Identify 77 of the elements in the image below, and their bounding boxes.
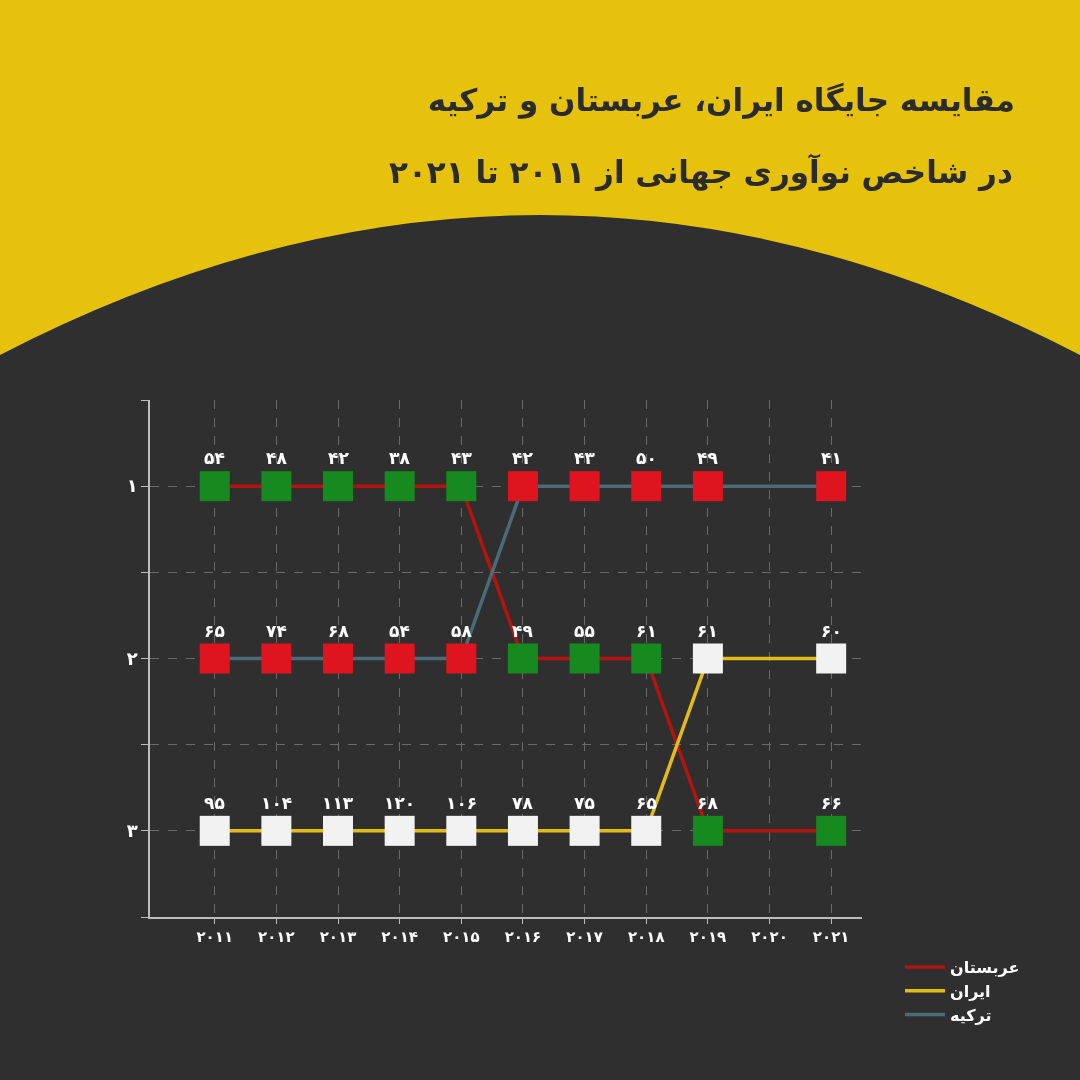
annotation: ۹۵ <box>204 793 225 813</box>
point <box>199 471 230 502</box>
point <box>631 471 662 502</box>
x-tick-label: ۲۰۲۰ <box>751 927 788 946</box>
point <box>446 643 477 674</box>
point <box>631 643 662 674</box>
annotation: ۶۶ <box>821 793 842 813</box>
annotation: ۵۰ <box>636 448 657 468</box>
point <box>261 643 292 674</box>
point <box>199 643 230 674</box>
point <box>569 471 600 502</box>
x-tick-label: ۲۰۱۱ <box>196 927 234 946</box>
x-tick-label: ۲۰۱۹ <box>689 927 727 946</box>
annotation: ۱۱۳ <box>322 793 354 813</box>
point <box>692 815 723 846</box>
annotation: ۶۱ <box>697 621 718 641</box>
point <box>323 471 354 502</box>
annotation: ۶۸ <box>328 621 350 641</box>
x-tick-label: ۲۰۱۸ <box>627 927 665 946</box>
annotation: ۶۰ <box>821 621 842 641</box>
point <box>384 471 415 502</box>
x-tick-label: ۲۰۱۷ <box>566 927 603 946</box>
point <box>261 815 292 846</box>
x-tick-label: ۲۰۱۳ <box>319 927 357 946</box>
point <box>816 643 847 674</box>
annotation: ۶۸ <box>697 793 719 813</box>
x-tick-label: ۲۰۱۲ <box>258 927 295 946</box>
point <box>692 643 723 674</box>
annotation: ۴۱ <box>821 448 842 468</box>
legend-label: ترکیه <box>950 1005 992 1025</box>
point <box>446 471 477 502</box>
point <box>261 471 292 502</box>
point <box>816 471 847 502</box>
point <box>384 815 415 846</box>
annotation: ۵۴ <box>389 621 410 641</box>
annotation: ۱۲۰ <box>384 793 416 813</box>
point <box>631 815 662 846</box>
x-tick-label: ۲۰۲۱ <box>812 927 850 946</box>
annotation: ۳۸ <box>389 448 411 468</box>
annotation: ۵۸ <box>451 621 473 641</box>
point <box>569 643 600 674</box>
point <box>692 471 723 502</box>
point <box>323 643 354 674</box>
annotation: ۴۳ <box>574 448 596 468</box>
annotation: ۴۳ <box>451 448 473 468</box>
point <box>569 815 600 846</box>
point <box>816 815 847 846</box>
annotation: ۱۰۴ <box>261 793 293 813</box>
y-tick-label: ۳ <box>126 820 138 842</box>
annotation: ۷۸ <box>512 793 534 813</box>
legend-label: عربستان <box>950 958 1020 978</box>
point <box>199 815 230 846</box>
annotation: ۴۲ <box>512 448 534 468</box>
annotation: ۶۱ <box>636 621 657 641</box>
annotation: ۴۸ <box>266 448 288 468</box>
annotation: ۵۴ <box>204 448 225 468</box>
point <box>507 643 538 674</box>
y-tick-label: ۲ <box>126 647 138 669</box>
point <box>446 815 477 846</box>
x-tick-label: ۲۰۱۵ <box>443 927 480 946</box>
chart-subtitle: در شاخص نوآوری جهانی از ۲۰۱۱ تا ۲۰۲۱ <box>389 153 1013 191</box>
point <box>507 471 538 502</box>
chart-title: مقایسه جایگاه ایران، عربستان و ترکیه <box>427 81 1015 119</box>
y-tick-label: ۱ <box>126 475 138 497</box>
x-tick-label: ۲۰۱۴ <box>381 927 418 946</box>
annotation: ۴۹ <box>697 448 719 468</box>
annotation: ۷۴ <box>266 621 287 641</box>
point <box>323 815 354 846</box>
annotation: ۷۵ <box>574 793 595 813</box>
point <box>384 643 415 674</box>
point <box>507 815 538 846</box>
legend-label: ایران <box>950 981 991 1001</box>
annotation: ۵۵ <box>574 621 595 641</box>
annotation: ۱۰۶ <box>446 793 478 813</box>
annotation: ۴۲ <box>328 448 350 468</box>
annotation: ۶۵ <box>204 621 225 641</box>
x-tick-label: ۲۰۱۶ <box>504 927 542 946</box>
